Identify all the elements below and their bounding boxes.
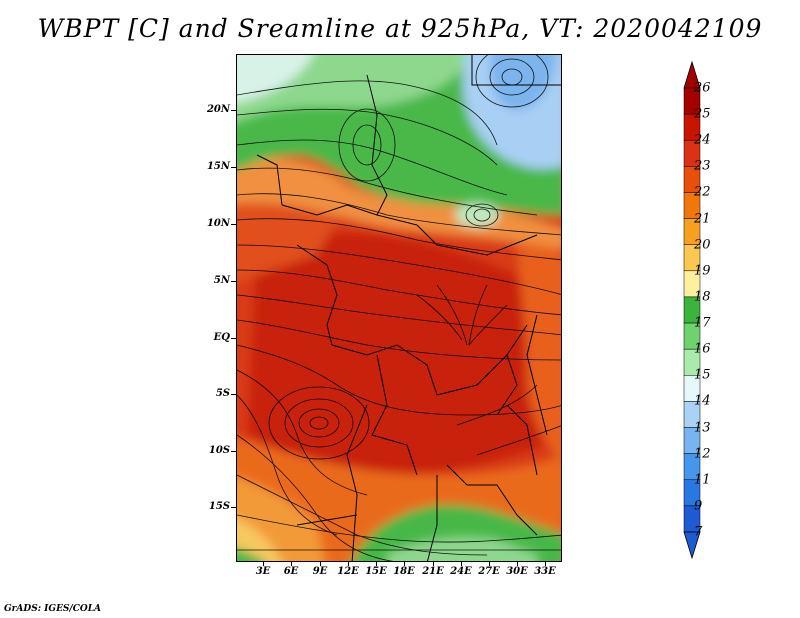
lat-label-10n: 10N [206,218,230,229]
lat-label-eq: EQ [213,332,230,343]
lat-tick [231,167,236,168]
lon-label-21e: 21E [422,566,444,577]
colorbar-segments [683,60,701,560]
lon-label-3e: 3E [255,566,271,577]
lat-tick [231,338,236,339]
lat-label-15n: 15N [206,161,230,172]
colorbar-label: 21 [694,211,711,227]
colorbar-label: 19 [694,263,711,279]
lon-label-12e: 12E [337,566,359,577]
lon-tick [263,561,264,566]
country-borders [256,55,561,561]
colorbar [683,60,701,560]
streamlines [237,55,561,561]
colorbar-label: 17 [694,315,711,331]
colorbar-bottom-arrow [683,531,701,560]
lat-label-10s: 10S [208,445,230,456]
colorbar-label: 12 [694,446,711,462]
colorbar-label: 26 [694,80,711,96]
lat-label-5s: 5S [215,388,230,399]
lat-label-15s: 15S [208,501,230,512]
lon-label-33e: 33E [534,566,556,577]
lon-label-9e: 9E [312,566,328,577]
colorbar-label: 24 [694,132,711,148]
colorbar-label: 11 [694,472,711,488]
map-panel [236,54,562,562]
lon-label-30e: 30E [506,566,528,577]
lat-tick [231,281,236,282]
map-canvas [237,55,561,561]
lon-tick [404,561,405,566]
colorbar-label: 7 [694,524,703,540]
colorbar-label: 13 [694,420,711,436]
colorbar-label: 16 [694,341,711,357]
colorbar-label: 15 [694,367,711,383]
lon-tick [489,561,490,566]
lon-label-27e: 27E [478,566,500,577]
colorbar-label: 20 [694,237,711,253]
colorbar-label: 22 [694,184,711,200]
colorbar-label: 18 [694,289,711,305]
lon-label-6e: 6E [283,566,299,577]
lon-tick [433,561,434,566]
lat-tick [231,507,236,508]
chart-title: WBPT [C] and Sreamline at 925hPa, VT: 20… [37,14,763,43]
lat-label-5n: 5N [213,275,230,286]
lon-tick [348,561,349,566]
temperature-field [237,55,561,561]
lat-label-20n: 20N [206,104,230,115]
lon-label-18e: 18E [393,566,415,577]
lat-tick [231,224,236,225]
lon-tick [461,561,462,566]
lon-label-15e: 15E [365,566,387,577]
colorbar-label: 23 [694,158,711,174]
colorbar-label: 25 [694,106,711,122]
lon-tick [291,561,292,566]
lon-tick [545,561,546,566]
colorbar-label: 9 [694,498,703,514]
lon-tick [320,561,321,566]
lat-tick [231,394,236,395]
lon-label-24e: 24E [450,566,472,577]
lat-tick [231,110,236,111]
credit-text: GrADS: IGES/COLA [4,604,102,614]
lon-tick [376,561,377,566]
colorbar-label: 14 [694,393,711,409]
lat-tick [231,451,236,452]
lon-tick [517,561,518,566]
